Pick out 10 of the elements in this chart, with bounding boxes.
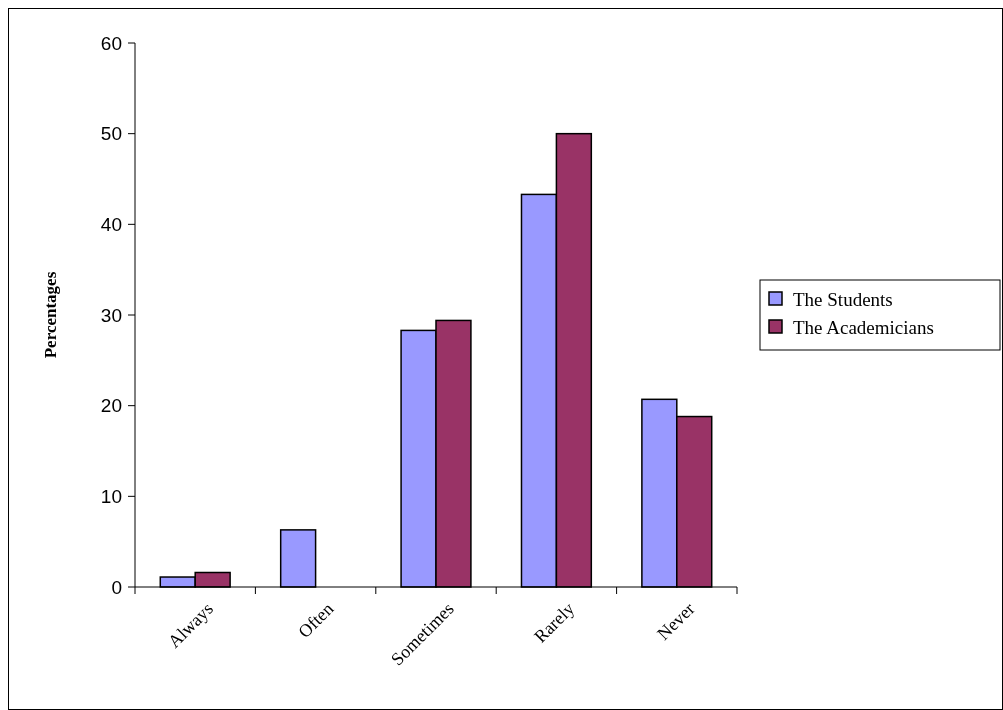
y-tick-label: 0 — [111, 576, 122, 598]
y-tick-label: 20 — [100, 395, 122, 417]
y-tick-label: 60 — [100, 32, 122, 54]
y-tick-label: 50 — [100, 123, 122, 145]
y-tick-label: 30 — [100, 304, 122, 326]
y-axis-title: Percentages — [41, 271, 60, 359]
legend-label: The Academicians — [793, 316, 934, 338]
y-tick-label: 40 — [100, 213, 122, 235]
legend-label: The Students — [793, 288, 893, 310]
y-tick-label: 10 — [100, 485, 122, 507]
